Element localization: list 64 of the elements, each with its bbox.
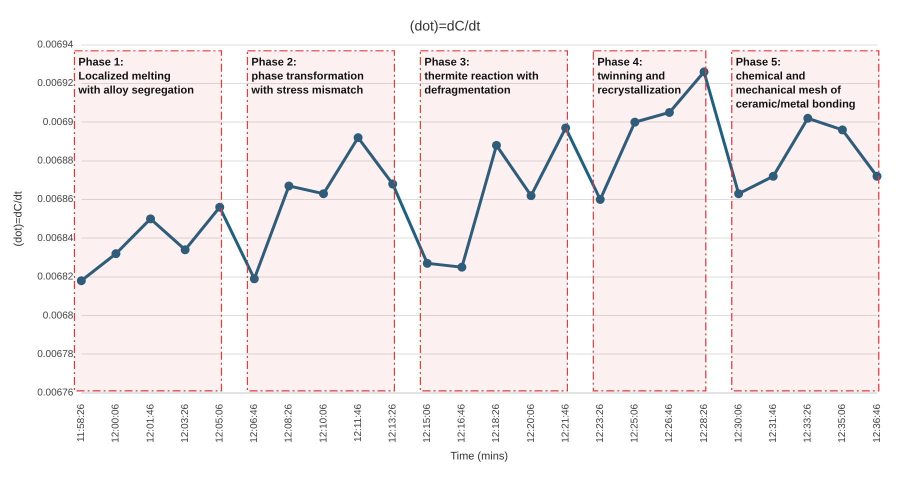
- point: [111, 249, 120, 258]
- y-tick-label: 0.00688: [37, 156, 74, 167]
- x-tick-label: 12:20:06: [526, 403, 537, 443]
- point: [180, 245, 190, 254]
- band-label: Phase 2: phase transformation with stress mismatch: [250, 56, 364, 96]
- y-tick-label: 0.00678: [37, 348, 74, 360]
- chart-title: (dot)=dC/dt: [410, 17, 480, 34]
- point: [422, 258, 432, 268]
- point: [146, 214, 156, 224]
- y-tick-label: 0.00684: [37, 232, 74, 244]
- x-tick-label: 12:00:06: [110, 403, 122, 443]
- point: [250, 274, 259, 284]
- x-tick-label: 12:36:46: [872, 403, 883, 443]
- band-label: Phase 4: twinning and recrystallization: [597, 56, 682, 96]
- x-tick-label: 12:11:46: [352, 403, 364, 442]
- point: [664, 108, 674, 117]
- band-label: Phase 1: Localized melting with alloy segregation: [77, 56, 194, 96]
- point: [768, 172, 778, 181]
- x-tick-label: 12:10:06: [318, 403, 330, 443]
- point: [215, 202, 224, 212]
- x-tick-label: 12:08:26: [284, 403, 295, 443]
- y-tick-label: 0.00686: [37, 194, 74, 206]
- x-tick-label: 12:03:26: [180, 403, 191, 443]
- x-tick-label: 12:16:46: [456, 403, 468, 443]
- point: [596, 195, 605, 204]
- y-tick-label: 0.00682: [37, 272, 74, 283]
- x-tick-label: 12:31:46: [768, 403, 779, 443]
- point: [803, 114, 812, 123]
- point: [561, 123, 570, 132]
- point: [457, 262, 466, 272]
- x-tick-label: 12:21:46: [560, 403, 572, 443]
- x-tick-label: 12:06:46: [249, 403, 260, 443]
- x-tick-label: 12:35:06: [837, 403, 848, 443]
- x-tick-label: 12:18:26: [491, 403, 502, 443]
- y-tick-label: 0.0068: [42, 310, 74, 322]
- y-tick-label: 0.0069: [42, 116, 74, 128]
- x-tick-label: 12:15:06: [422, 403, 434, 443]
- point: [526, 191, 536, 200]
- point: [838, 125, 847, 134]
- x-tick-label: 11:58:26: [76, 403, 88, 442]
- x-tick-label: 12:26:46: [664, 403, 676, 443]
- x-tick-label: 12:05:06: [214, 403, 226, 443]
- point: [492, 140, 501, 150]
- y-tick-label: 0.00676: [37, 388, 74, 399]
- y-tick-label: 0.00692: [37, 78, 74, 90]
- point: [734, 189, 744, 198]
- x-tick-label: 12:28:26: [698, 403, 710, 443]
- x-tick-label: 12:13:26: [387, 403, 398, 443]
- y-axis-title: (dot)=dC/dt: [12, 191, 25, 247]
- x-tick-label: 12:33:26: [802, 403, 814, 443]
- point: [630, 118, 640, 127]
- x-axis-title: Time (mins): [450, 450, 508, 462]
- x-tick-label: 12:30:06: [733, 403, 744, 443]
- y-tick-label: 0.00694: [37, 40, 74, 51]
- point: [76, 276, 86, 286]
- point: [354, 133, 363, 142]
- band-label: Phase 3: thermite reaction with defragmentation: [424, 56, 539, 96]
- point: [319, 189, 328, 198]
- point: [388, 180, 398, 189]
- x-tick-label: 12:23:26: [595, 403, 606, 443]
- point: [284, 181, 294, 190]
- band-label: Phase 5: chemical and mechanical mesh of ceramic/metal bonding: [736, 56, 856, 110]
- x-tick-label: 12:25:06: [630, 403, 641, 443]
- x-tick-label: 12:01:46: [145, 403, 156, 443]
